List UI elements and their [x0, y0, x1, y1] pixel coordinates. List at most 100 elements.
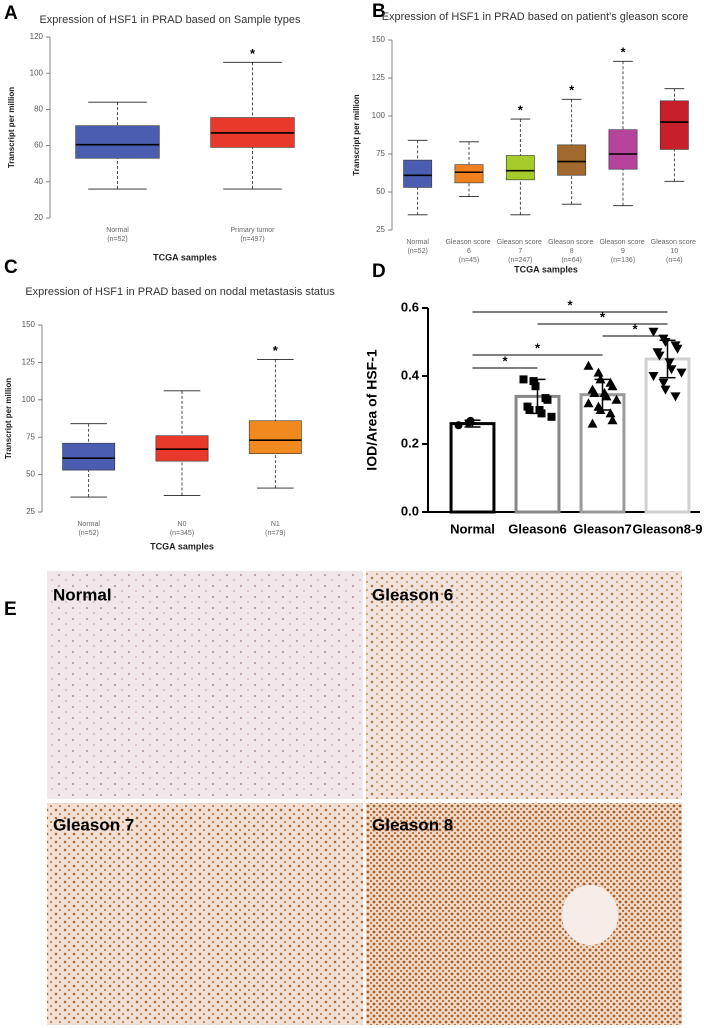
significance: * — [600, 309, 606, 324]
data-point — [543, 395, 552, 404]
box — [505, 155, 535, 181]
box — [557, 144, 587, 176]
x-axis-label: TCGA samples — [150, 541, 214, 551]
y-tick-label: 150 — [22, 320, 36, 329]
image-label: Normal — [53, 585, 112, 604]
x-tick-label: Gleason score 8 — [548, 239, 595, 255]
x-tick-label: Normal — [450, 521, 495, 536]
y-tick-label: 125 — [372, 73, 386, 82]
data-point — [660, 338, 671, 347]
x-tick-label: N0 — [178, 521, 187, 528]
data-point — [589, 388, 600, 397]
y-tick-label: 25 — [26, 507, 35, 516]
sample-size: (n=52) — [107, 236, 127, 243]
y-tick-label: 40 — [34, 177, 43, 186]
significance: * — [632, 321, 638, 336]
data-point — [583, 360, 594, 370]
y-axis-label: Transcript per million — [7, 87, 16, 168]
significance: * — [250, 46, 256, 61]
image-label: Gleason 8 — [372, 815, 453, 834]
panel-letter: D — [372, 261, 386, 282]
data-point — [587, 418, 598, 428]
panel-letter: B — [372, 1, 386, 22]
x-tick-label: Gleason7 — [573, 521, 632, 536]
data-point — [607, 381, 618, 391]
panel-e: E Normal Gleason 6 Gleason 7 Gleason 8 — [4, 571, 682, 1025]
data-point — [529, 377, 538, 386]
y-tick-label: 50 — [376, 187, 385, 196]
box — [454, 164, 484, 184]
y-tick-label: 25 — [376, 225, 385, 234]
sample-size: (n=79) — [265, 530, 285, 537]
y-tick-label: 120 — [30, 32, 44, 41]
x-tick-label: Normal — [106, 227, 129, 234]
data-point — [605, 408, 616, 418]
significance: * — [620, 45, 626, 60]
data-point — [547, 412, 556, 421]
panel-letter: A — [4, 3, 18, 24]
y-tick-label: 75 — [26, 432, 35, 441]
micrograph-stain — [47, 571, 363, 799]
data-point — [519, 375, 528, 384]
x-tick-label: Normal — [77, 521, 100, 528]
box — [608, 129, 638, 170]
micrograph-stain — [47, 803, 363, 1025]
micrograph-stain — [366, 803, 682, 1025]
x-tick-label: Gleason score 10 — [651, 239, 698, 255]
x-tick-label: Gleason6 — [508, 521, 567, 536]
sample-size: (n=345) — [170, 530, 194, 537]
chart-title: Expression of HSF1 in PRAD based on Samp… — [39, 14, 301, 26]
box — [62, 442, 116, 471]
y-tick-label: 0.6 — [401, 299, 419, 314]
box — [248, 420, 302, 454]
significance: * — [518, 102, 524, 117]
y-tick-label: 125 — [22, 358, 36, 367]
data-point — [611, 394, 622, 404]
y-tick-label: 150 — [372, 35, 386, 44]
y-axis-label: IOD/Area of HSF-1 — [364, 349, 380, 471]
micrograph-stain — [366, 571, 682, 799]
y-tick-label: 60 — [34, 141, 43, 150]
x-tick-label: Normal — [406, 239, 429, 246]
sample-size: (n=497) — [240, 236, 264, 243]
lumen — [562, 885, 618, 945]
x-tick-label: Primary tumor — [231, 227, 276, 234]
sample-size: (n=4) — [666, 257, 683, 264]
y-tick-label: 100 — [30, 68, 44, 77]
data-point — [601, 391, 612, 401]
y-tick-label: 0.2 — [401, 435, 419, 450]
bar — [449, 422, 496, 514]
y-tick-label: 100 — [22, 395, 36, 404]
data-point — [660, 385, 671, 395]
data-point — [648, 327, 659, 337]
data-point — [531, 382, 540, 391]
sample-size: (n=136) — [611, 257, 635, 264]
box — [659, 100, 689, 150]
significance: * — [502, 353, 508, 368]
x-tick-label: Gleason8-9 — [632, 521, 702, 536]
y-tick-label: 0.0 — [401, 503, 419, 518]
data-point — [454, 421, 463, 430]
image-label: Gleason 6 — [372, 585, 453, 604]
x-tick-label: N1 — [271, 521, 280, 528]
image-label: Gleason 7 — [53, 815, 134, 834]
y-tick-label: 100 — [372, 111, 386, 120]
y-tick-label: 75 — [376, 149, 385, 158]
chart-title: Expression of HSF1 in PRAD based on pati… — [382, 11, 689, 23]
x-axis-label: TCGA samples — [153, 252, 217, 262]
panel-letter: C — [4, 257, 18, 278]
sample-size: (n=45) — [459, 257, 479, 264]
data-point — [676, 368, 687, 378]
y-axis-label: Transcript per million — [352, 94, 361, 175]
sample-size: (n=52) — [78, 530, 98, 537]
significance: * — [273, 343, 279, 358]
data-point — [654, 351, 665, 361]
x-axis-label: TCGA samples — [514, 264, 578, 274]
sample-size: (n=52) — [407, 248, 427, 255]
y-tick-label: 80 — [34, 105, 43, 114]
y-tick-label: 50 — [26, 470, 35, 479]
y-tick-label: 0.4 — [401, 367, 420, 382]
data-point — [593, 367, 604, 377]
data-point — [648, 372, 659, 381]
